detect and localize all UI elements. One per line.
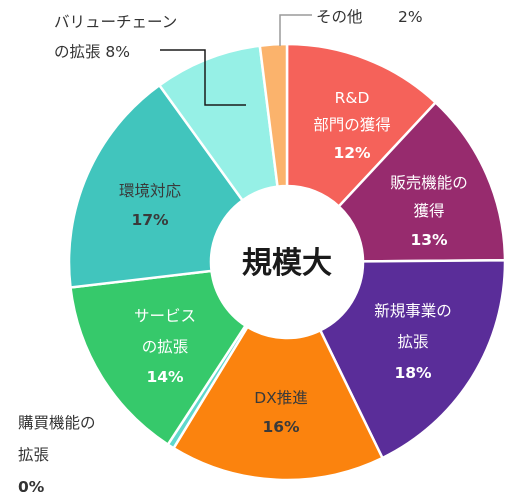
slice-label-purchase-line1: 購買機能の [18,414,96,432]
slice-pct-other: 2% [398,8,423,26]
leader-line-valuechain [160,49,246,106]
center-label: 規模大 [242,246,332,281]
slice-pct-dx: 16% [262,418,300,436]
donut-hole [211,186,363,338]
slice-label-newbiz-line1: 新規事業の [374,302,452,320]
slice-label-newbiz-line2: 拡張 [397,333,428,351]
slice-label-valuechain-line2: の拡張 8% [54,43,130,61]
slice-pct-env: 17% [131,211,169,229]
donut-slice-1 [337,100,507,263]
slice-label-service-line1: サービス [134,307,196,325]
slice-pct-service: 14% [146,368,184,386]
slice-label-valuechain-line1: バリューチェーン [54,13,177,31]
slice-label-rnd-line2: 部門の獲得 [313,116,391,134]
slice-label-purchase-line2: 拡張 [18,446,49,464]
slice-pct-purchase: 0% [18,478,45,496]
slice-label-rnd-line1: R&D [335,89,370,107]
leader-line-other [279,14,312,46]
slice-pct-sales: 13% [410,231,448,249]
slice-pct-rnd: 12% [333,144,371,162]
slice-label-dx: DX推進 [254,389,308,407]
slice-label-sales-line1: 販売機能の [390,174,468,192]
slice-pct-newbiz: 18% [394,364,432,382]
slice-label-sales-line2: 獲得 [413,202,444,220]
slice-label-service-line2: の拡張 [142,338,189,356]
slice-label-other: その他 [316,8,363,26]
slice-label-env: 環境対応 [119,181,182,200]
slices-group [67,42,507,482]
